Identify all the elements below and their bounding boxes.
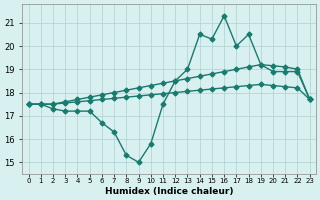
- X-axis label: Humidex (Indice chaleur): Humidex (Indice chaleur): [105, 187, 233, 196]
